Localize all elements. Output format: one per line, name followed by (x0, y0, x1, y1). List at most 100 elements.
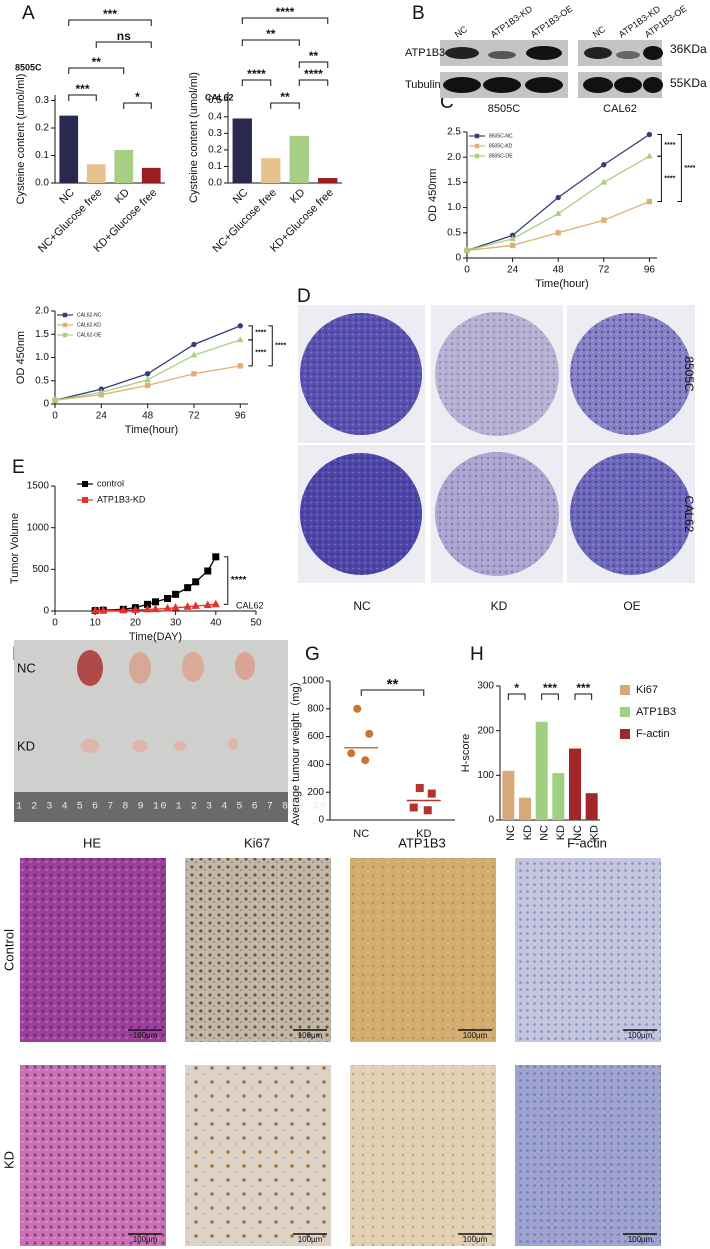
significance-label: **** (664, 142, 675, 149)
marker (555, 230, 561, 236)
significance-label: *** (103, 7, 117, 21)
x-tick-label: 72 (188, 411, 200, 422)
marker (237, 363, 243, 369)
row-label: KD (17, 738, 35, 753)
x-tick-label: 30 (170, 618, 182, 629)
blot-band (445, 47, 479, 59)
significance-bracket (241, 17, 329, 24)
blot-band (525, 77, 563, 93)
column-label: Ki67 (244, 835, 270, 850)
legend-label: CAL62-KD (77, 322, 101, 328)
legend-label: F-actin (636, 728, 670, 740)
significance-label: **** (255, 330, 266, 337)
x-tick-label: 96 (644, 265, 656, 276)
marker (51, 396, 59, 403)
y-tick-label: 0.1 (35, 150, 49, 161)
bar (289, 135, 309, 183)
legend-swatch (620, 729, 630, 739)
significance-label: **** (231, 575, 247, 586)
marker (144, 371, 151, 377)
legend-label: ATP1B3 (636, 706, 676, 718)
panel-letter: G (305, 644, 320, 665)
significance-bracket (223, 556, 229, 605)
blot-band (526, 46, 562, 60)
row-label: Control (1, 929, 16, 971)
panel-letter: A (22, 3, 35, 24)
series-line (466, 155, 650, 252)
bar (232, 118, 252, 183)
significance-label: ** (266, 27, 276, 41)
y-tick-label: 0.5 (447, 227, 461, 238)
blot-band (488, 51, 516, 59)
y-tick-label: 0.0 (35, 178, 49, 189)
ihc-texture (350, 858, 496, 1042)
lane-label: NC (591, 24, 608, 40)
y-tick-label: 800 (307, 703, 324, 714)
marker (509, 242, 516, 249)
x-axis-label: Time(hour) (535, 278, 588, 290)
bar (535, 721, 548, 820)
y-tick-label: 1.5 (447, 177, 461, 188)
significance-bracket (241, 39, 300, 46)
ihc-texture (20, 858, 166, 1042)
y-tick-label: 2.0 (35, 306, 49, 317)
significance-bracket (95, 41, 152, 48)
panel-letter: D (297, 286, 311, 307)
y-axis-label: OD 450nm (427, 168, 439, 221)
panel-letter: B (412, 3, 425, 24)
x-tick-label: KD (555, 825, 567, 840)
tumor (77, 650, 103, 686)
y-tick-label: 600 (307, 731, 324, 742)
y-axis-label: Average tumour weight（mg） (289, 675, 302, 825)
x-tick-label: KD (113, 187, 132, 206)
significance-label: * (514, 681, 519, 695)
marker (601, 162, 607, 168)
bar (519, 797, 531, 820)
y-axis-label: H-score (460, 734, 472, 773)
significance-label: **** (304, 67, 323, 81)
y-tick-label: 0.1 (208, 161, 222, 172)
y-tick-label: 1000 (302, 676, 325, 687)
chart-title: CAL62 (205, 92, 234, 102)
blot-band (584, 47, 612, 59)
y-tick-label: 200 (307, 787, 324, 798)
y-axis-label: Tumor Volume (9, 513, 21, 584)
marker (555, 194, 561, 201)
y-tick-label: 400 (307, 759, 324, 770)
x-tick-label: NC (539, 825, 551, 841)
significance-bracket (268, 325, 273, 367)
marker (646, 131, 653, 138)
y-tick-label: 0 (488, 815, 494, 826)
marker (211, 599, 220, 608)
tumor (182, 652, 204, 682)
x-tick-label: 48 (142, 411, 154, 422)
annotation: CAL62 (236, 600, 264, 610)
y-tick-label: 0.5 (35, 375, 49, 386)
legend-label: control (97, 478, 124, 488)
x-tick-label: NC (572, 825, 584, 841)
x-tick-label: 0 (52, 411, 58, 422)
scale-label: 100μm (628, 1235, 653, 1244)
scale-label: 100μm (463, 1235, 488, 1244)
y-tick-label: 2.5 (447, 127, 461, 138)
y-tick-label: 0.4 (208, 111, 222, 122)
marker (212, 553, 220, 561)
marker (600, 178, 608, 185)
y-tick-label: 500 (32, 564, 49, 575)
bar (86, 164, 106, 183)
legend-swatch (620, 707, 630, 717)
x-tick-label: NC (353, 828, 369, 840)
chart-title: 8505C (15, 62, 42, 72)
marker (91, 606, 100, 614)
marker (144, 382, 151, 389)
scale-label: 100μm (298, 1031, 323, 1040)
marker (423, 806, 432, 815)
significance-bracket (248, 325, 253, 341)
y-tick-label: 200 (477, 725, 494, 736)
ihc-texture (515, 1065, 661, 1246)
y-tick-label: 100 (477, 770, 494, 781)
marker (347, 749, 356, 758)
x-tick-label: 40 (210, 618, 222, 629)
significance-bracket (68, 94, 97, 101)
